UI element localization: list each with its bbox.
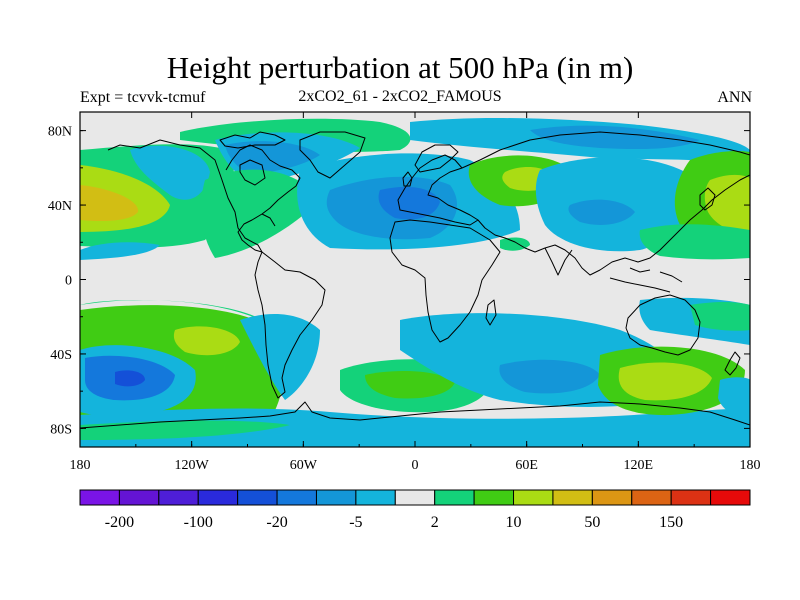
coastlines: [80, 131, 750, 429]
colorbar-swatch: [552, 489, 593, 506]
colorbar-label: 150: [659, 514, 683, 531]
coast-asia: [461, 131, 750, 276]
colorbar-swatch: [79, 489, 120, 506]
y-tick-label: 40S: [50, 348, 72, 363]
coast-europe: [397, 154, 479, 226]
colorbar-swatch: [591, 489, 633, 506]
axis-ticks: 180 120W 60W 0 60E 120E 180 80N 40N 0 40S 80S: [48, 112, 761, 473]
x-tick-label: 120E: [624, 458, 654, 473]
colorbar-swatch: [118, 489, 160, 506]
y-tick-label: 40N: [48, 199, 72, 214]
coast-greenland: [299, 131, 366, 179]
colorbar-label: -200: [105, 514, 134, 531]
plot-title: Height perturbation at 500 hPa (in m): [166, 50, 634, 85]
x-tick-label: 120W: [175, 458, 210, 473]
coast-indonesia: [609, 267, 683, 293]
field-indian-ocean-deepblue: [499, 359, 600, 394]
colorbar-swatch: [237, 489, 278, 506]
colorbar-label: -20: [266, 514, 287, 531]
x-tick-label: 180: [70, 458, 91, 473]
colorbar-swatch: [513, 489, 554, 506]
field-east-pacific-south-green: [690, 301, 750, 331]
field-south-east-pacific-blue: [718, 377, 750, 420]
y-tick-label: 80S: [50, 422, 72, 437]
coast-africa: [389, 219, 501, 343]
y-tick-label: 0: [65, 274, 72, 289]
colorbar-swatch: [158, 489, 199, 506]
field-arctic-eurasia-deepblue: [530, 125, 700, 150]
field-europe-core-blue: [378, 186, 440, 220]
field-pacific-tropical-green: [639, 224, 750, 260]
colorbar-swatch: [434, 489, 475, 506]
colorbar-swatch: [710, 489, 751, 506]
field-south-indian-yellowgreen: [618, 362, 712, 401]
coast-antarctica: [80, 401, 750, 429]
field-south-atlantic-green-core: [365, 370, 455, 399]
coast-india: [544, 247, 573, 276]
colorbar-label: -100: [184, 514, 213, 531]
colorbar-swatch: [315, 489, 357, 506]
field-south-pacific-core: [115, 370, 145, 387]
coast-new-zealand: [724, 351, 741, 376]
field-west-atlantic-green: [201, 169, 320, 258]
field-arabia-green: [500, 237, 530, 251]
field-southern-ocean-green: [80, 420, 290, 440]
field-west-pacific-yellowgreen: [704, 174, 750, 235]
colorbar-swatch: [197, 489, 239, 506]
x-tick-label: 60E: [515, 458, 538, 473]
field-north-pacific-gold: [80, 185, 139, 222]
experiment-label: Expt = tcvvk-tcmuf: [80, 89, 206, 106]
coast-arctic-islands: [219, 131, 286, 149]
x-tick-label: 0: [412, 458, 419, 473]
x-tick-label: 180: [740, 458, 761, 473]
colorbar-swatch: [473, 489, 515, 506]
colorbar: -200 -100 -20 -5 2 10 50 150: [79, 489, 751, 531]
coast-scandinavia: [414, 144, 459, 173]
colorbar-swatch: [631, 489, 672, 506]
colorbar-swatch: [394, 489, 436, 506]
coast-hudson-bay: [239, 159, 266, 186]
coast-south-america: [254, 251, 326, 399]
x-tick-label: 60W: [290, 458, 318, 473]
colorbar-label: 2: [431, 514, 439, 531]
coast-australia: [625, 294, 701, 356]
colorbar-label: 10: [506, 514, 522, 531]
colorbar-label: -5: [349, 514, 362, 531]
colorbar-swatch: [355, 489, 396, 506]
comparison-label: 2xCO2_61 - 2xCO2_FAMOUS: [298, 88, 502, 105]
coast-north-america: [107, 139, 301, 253]
season-label: ANN: [717, 89, 752, 106]
field-bering-blue: [130, 145, 210, 200]
field-south-pacific-cyan-ring: [80, 300, 265, 322]
coast-madagascar: [485, 299, 497, 326]
field-tropical-blue-strip: [80, 242, 160, 260]
colorbar-label: 50: [584, 514, 600, 531]
field-south-pacific-yellowgreen: [173, 326, 240, 356]
colorbar-swatch: [276, 489, 317, 506]
coast-japan: [699, 187, 716, 211]
coast-uk: [402, 171, 413, 187]
contour-fields: [80, 118, 750, 447]
colorbar-swatch: [670, 489, 712, 506]
field-canada-deepblue: [225, 141, 320, 175]
y-tick-label: 80N: [48, 125, 72, 140]
field-east-asia-deepblue: [568, 199, 635, 225]
